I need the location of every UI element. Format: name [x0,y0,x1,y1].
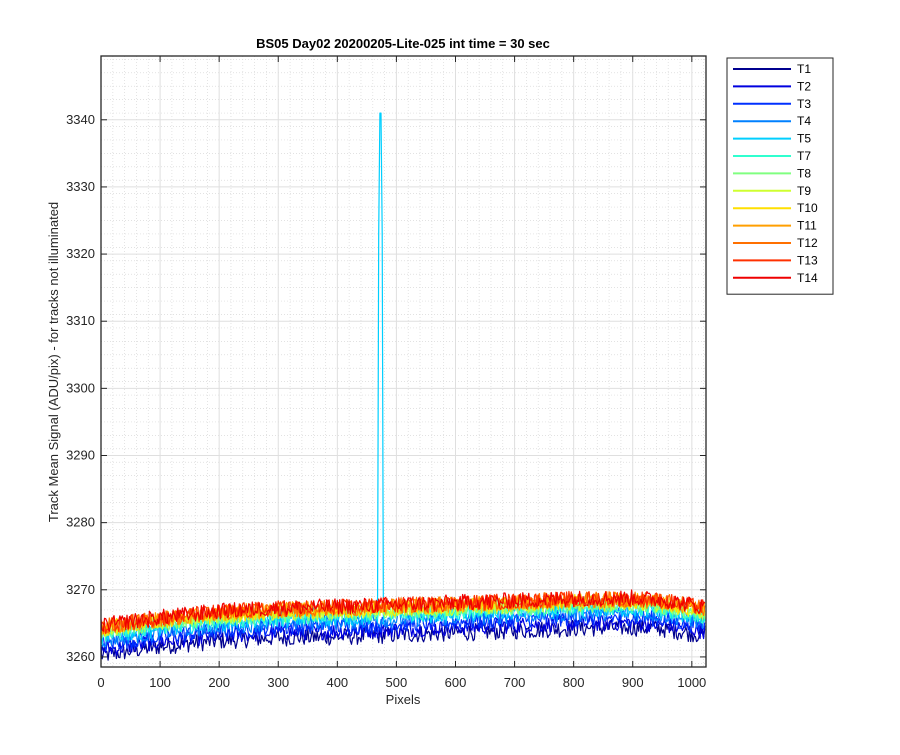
y-tick-label: 3320 [66,246,95,261]
legend-label: T1 [797,62,811,76]
y-tick-label: 3290 [66,448,95,463]
legend-label: T4 [797,114,811,128]
legend-label: T10 [797,201,818,215]
x-tick-label: 500 [386,675,408,690]
legend-label: T12 [797,236,818,250]
legend-label: T2 [797,79,811,93]
series-group [100,112,706,661]
x-tick-label: 200 [208,675,230,690]
legend-label: T11 [797,219,817,233]
y-tick-label: 3330 [66,179,95,194]
x-tick-label: 0 [97,675,104,690]
y-tick-label: 3270 [66,582,95,597]
chart-title: BS05 Day02 20200205-Lite-025 int time = … [256,36,550,51]
legend-box [726,57,834,295]
y-tick-label: 3280 [66,515,95,530]
legend: T1 T2 T3 T4 T5 T7 T8 T9 T10 T11 T12 T13 T14 [726,57,834,295]
legend-label: T13 [797,253,818,267]
y-axis-label: Track Mean Signal (ADU/pix) - for tracks… [46,202,61,522]
x-tick-label: 600 [445,675,467,690]
x-tick-label: 100 [149,675,171,690]
y-tick-label: 3300 [66,380,95,395]
x-tick-label: 800 [563,675,585,690]
legend-label: T14 [797,271,818,285]
legend-label: T9 [797,184,811,198]
x-tick-label: 300 [267,675,289,690]
legend-label: T3 [797,97,811,111]
ticks: 0 100 200 300 400 500 600 700 800 900 1000 3260 3270… [66,56,706,690]
x-axis-label: Pixels [386,692,421,707]
legend-label: T7 [797,149,811,163]
x-tick-label: 700 [504,675,526,690]
x-tick-label: 900 [622,675,644,690]
series-line-t14 [100,589,706,632]
axes-box [100,55,707,668]
y-tick-label: 3310 [66,313,95,328]
series-line-t2 [100,614,706,658]
grid [100,56,706,667]
x-tick-label: 1000 [677,675,706,690]
plot-area [101,56,706,667]
legend-label: T8 [797,166,811,180]
y-tick-label: 3340 [66,112,95,127]
legend-label: T5 [797,132,811,146]
y-tick-label: 3260 [66,649,95,664]
x-tick-label: 400 [326,675,348,690]
